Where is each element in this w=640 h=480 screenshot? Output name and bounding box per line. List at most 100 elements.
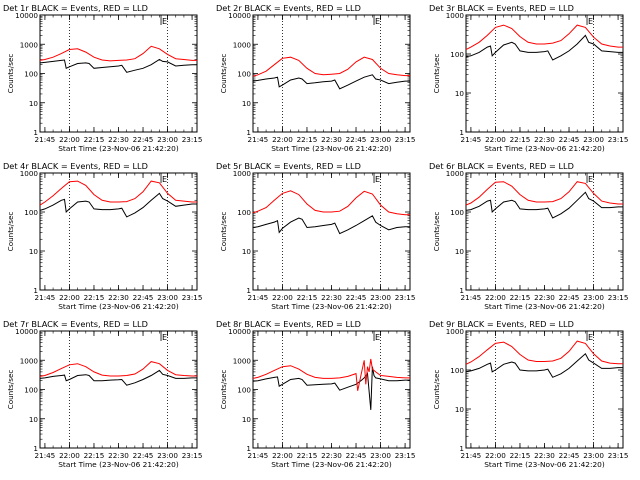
y-axis-label: Counts/sec bbox=[219, 54, 228, 94]
x-tick-label: 22:45 bbox=[559, 135, 580, 144]
y-tick-label: 10 bbox=[455, 247, 465, 256]
y-tick-label: 1 bbox=[459, 128, 464, 137]
events-series-line bbox=[39, 192, 197, 218]
x-tick-label: 22:30 bbox=[534, 451, 555, 460]
y-tick-label: 1000 bbox=[20, 169, 39, 178]
detector-panel: Det 2r BLACK = Events, RED = LLD 1 10 100 10… bbox=[216, 3, 415, 153]
x-tick-label: 23:15 bbox=[608, 293, 629, 302]
y-tick-label: 100 bbox=[237, 386, 251, 395]
events-series-line bbox=[39, 58, 197, 73]
x-tick-label: 22:45 bbox=[346, 451, 367, 460]
y-tick-label: 1000 bbox=[233, 356, 252, 365]
x-tick-label: 23:00 bbox=[157, 451, 178, 460]
x-tick-label: 21:45 bbox=[35, 293, 56, 302]
events-series-line bbox=[252, 215, 410, 235]
x-tick-label: 22:00 bbox=[272, 451, 293, 460]
y-tick-label: 1000 bbox=[233, 40, 252, 49]
y-tick-label: 100 bbox=[450, 208, 464, 217]
x-tick-label: 22:00 bbox=[59, 135, 80, 144]
panel-title: Det 9r BLACK = Events, RED = LLD bbox=[429, 319, 574, 329]
x-tick-label: 21:45 bbox=[461, 135, 482, 144]
y-tick-label: 1 bbox=[246, 286, 251, 295]
lld-series-line bbox=[39, 180, 197, 206]
panel-title: Det 6r BLACK = Events, RED = LLD bbox=[429, 161, 574, 171]
x-tick-label: 21:45 bbox=[248, 293, 269, 302]
events-series-line bbox=[252, 366, 410, 410]
x-tick-label: 22:45 bbox=[346, 135, 367, 144]
plot-frame bbox=[39, 172, 198, 291]
x-tick-label: 22:15 bbox=[510, 451, 531, 460]
x-tick-label: 22:15 bbox=[84, 451, 105, 460]
x-tick-label: 22:00 bbox=[59, 293, 80, 302]
detector-panel: Det 6r BLACK = Events, RED = LLD 1 10 100 10… bbox=[429, 161, 628, 311]
y-tick-label: 10000 bbox=[228, 327, 251, 336]
y-tick-label: 1 bbox=[459, 286, 464, 295]
events-series-line bbox=[465, 191, 623, 219]
event-marker-label: E bbox=[588, 175, 593, 184]
x-axis-label: Start Time (23-Nov-06 21:42:20) bbox=[271, 460, 392, 469]
x-axis-label: Start Time (23-Nov-06 21:42:20) bbox=[484, 460, 605, 469]
lld-series-line bbox=[465, 24, 623, 51]
y-axis-label: Counts/sec bbox=[432, 370, 441, 410]
y-tick-label: 1 bbox=[33, 444, 38, 453]
x-axis-label: Start Time (23-Nov-06 21:42:20) bbox=[271, 144, 392, 153]
x-tick-label: 22:15 bbox=[84, 135, 105, 144]
y-tick-label: 100 bbox=[24, 208, 38, 217]
x-tick-label: 22:30 bbox=[108, 451, 129, 460]
x-tick-label: 22:45 bbox=[133, 293, 154, 302]
events-series-line bbox=[465, 353, 623, 378]
lld-series-line bbox=[252, 190, 410, 216]
x-tick-label: 22:15 bbox=[297, 293, 318, 302]
y-tick-label: 10 bbox=[242, 415, 252, 424]
y-tick-label: 100 bbox=[237, 70, 251, 79]
plot-frame bbox=[252, 14, 411, 133]
x-tick-label: 22:00 bbox=[272, 293, 293, 302]
y-tick-label: 1000 bbox=[20, 40, 39, 49]
plot-frame bbox=[465, 172, 624, 291]
x-tick-label: 23:00 bbox=[157, 135, 178, 144]
y-tick-label: 1 bbox=[459, 444, 464, 453]
event-marker-label: E bbox=[375, 333, 380, 342]
x-tick-label: 23:15 bbox=[608, 135, 629, 144]
y-tick-label: 1000 bbox=[233, 169, 252, 178]
x-tick-label: 23:15 bbox=[395, 135, 416, 144]
plot-frame bbox=[252, 172, 411, 291]
y-tick-label: 100 bbox=[450, 366, 464, 375]
x-tick-label: 22:45 bbox=[133, 135, 154, 144]
x-tick-label: 23:15 bbox=[182, 135, 203, 144]
x-axis-label: Start Time (23-Nov-06 21:42:20) bbox=[271, 302, 392, 311]
lld-series-line bbox=[465, 340, 623, 365]
x-tick-label: 23:15 bbox=[182, 451, 203, 460]
x-axis-label: Start Time (23-Nov-06 21:42:20) bbox=[484, 302, 605, 311]
event-marker-label: E bbox=[375, 17, 380, 26]
y-tick-label: 10 bbox=[455, 89, 465, 98]
x-tick-label: 23:15 bbox=[395, 451, 416, 460]
x-tick-label: 22:00 bbox=[272, 135, 293, 144]
y-tick-label: 1000 bbox=[446, 327, 465, 336]
x-tick-label: 22:45 bbox=[133, 451, 154, 460]
y-tick-label: 1 bbox=[246, 128, 251, 137]
lld-series-line bbox=[252, 358, 410, 391]
x-tick-label: 22:45 bbox=[346, 293, 367, 302]
x-tick-label: 22:15 bbox=[297, 451, 318, 460]
detector-panel: Det 4r BLACK = Events, RED = LLD 1 10 100 10… bbox=[3, 161, 202, 311]
y-axis-label: Counts/sec bbox=[6, 54, 15, 94]
panel-title: Det 5r BLACK = Events, RED = LLD bbox=[216, 161, 361, 171]
x-tick-label: 22:45 bbox=[559, 451, 580, 460]
x-tick-label: 22:00 bbox=[485, 135, 506, 144]
event-marker-label: E bbox=[588, 17, 593, 26]
y-tick-label: 10 bbox=[29, 99, 39, 108]
lld-series-line bbox=[252, 56, 410, 77]
y-axis-label: Counts/sec bbox=[219, 212, 228, 252]
y-tick-label: 10000 bbox=[228, 11, 251, 20]
x-tick-label: 22:15 bbox=[510, 135, 531, 144]
detector-panel: Det 8r BLACK = Events, RED = LLD 1 10 100 10… bbox=[216, 319, 415, 469]
events-series-line bbox=[39, 369, 197, 386]
y-tick-label: 100 bbox=[450, 50, 464, 59]
y-axis-label: Counts/sec bbox=[6, 370, 15, 410]
y-tick-label: 1000 bbox=[446, 11, 465, 20]
x-tick-label: 23:00 bbox=[583, 293, 604, 302]
x-tick-label: 22:30 bbox=[108, 135, 129, 144]
events-series-line bbox=[465, 34, 623, 61]
